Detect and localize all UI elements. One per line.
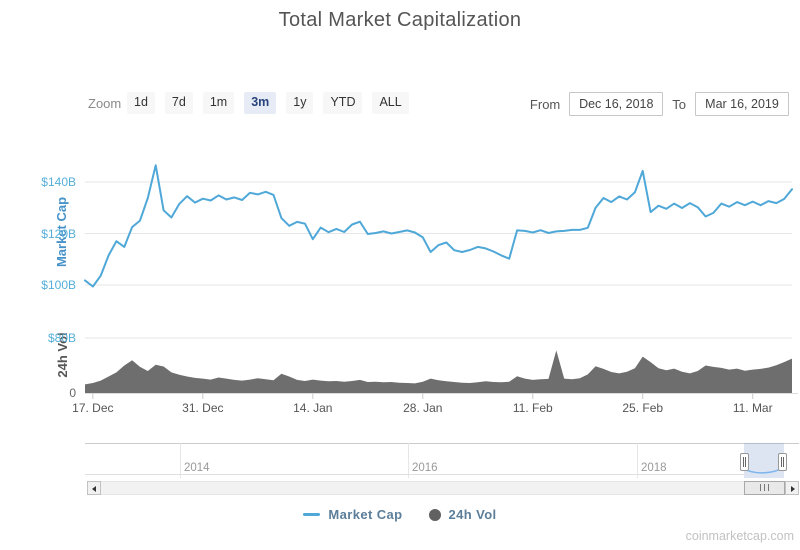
market-cap-series: [84, 164, 793, 288]
zoom-button-ytd[interactable]: YTD: [323, 92, 363, 114]
navigator-handle-right[interactable]: [778, 453, 787, 471]
navigator-year-label: 2014: [184, 462, 210, 474]
watermark: coinmarketcap.com: [685, 529, 794, 543]
navigator: 2014 2016 2018: [0, 443, 800, 478]
from-label: From: [529, 96, 561, 112]
chart-title: Total Market Capitalization: [278, 9, 522, 31]
navigator-border: [85, 443, 799, 444]
zoom-button-1m[interactable]: 1m: [202, 92, 235, 114]
legend-label: 24h Vol: [448, 507, 497, 522]
range-selector-buttons: 1d 7d 1m 3m 1y YTD ALL: [127, 92, 409, 114]
date-range-controls: From To: [530, 92, 789, 116]
navigator-gridline: [637, 443, 638, 478]
legend: Market Cap 24h Vol: [0, 507, 800, 522]
legend-label: Market Cap: [328, 507, 403, 522]
to-label: To: [672, 96, 686, 112]
line-marker-icon: [303, 513, 321, 516]
left-triangle-icon: [92, 486, 96, 492]
circle-marker-icon: [428, 508, 441, 521]
volume-series: [85, 350, 792, 393]
zoom-button-7d[interactable]: 7d: [164, 92, 193, 114]
right-triangle-icon: [791, 486, 795, 492]
navigator-year-label: 2016: [412, 462, 438, 474]
navigator-gridline: [180, 443, 181, 478]
y-axis-title-market-cap: Market Cap: [54, 196, 69, 268]
scrollbar-right-arrow[interactable]: [785, 481, 799, 495]
legend-item-24h-vol[interactable]: 24h Vol: [428, 507, 497, 522]
from-date-input[interactable]: [569, 92, 664, 116]
scrollbar-thumb[interactable]: [744, 481, 785, 495]
to-date-input[interactable]: [695, 92, 789, 116]
navigator-year-label: 2018: [641, 462, 667, 474]
navigator-handle-left[interactable]: [740, 453, 749, 471]
zoom-button-1y[interactable]: 1y: [286, 92, 314, 114]
legend-item-market-cap[interactable]: Market Cap: [303, 507, 402, 522]
navigator-series-baseline: [85, 474, 744, 475]
scrollbar: [0, 481, 800, 495]
zoom-button-3m[interactable]: 3m: [244, 92, 277, 114]
zoom-button-1d[interactable]: 1d: [127, 92, 155, 114]
scrollbar-track[interactable]: [87, 481, 799, 495]
zoom-label: Zoom: [88, 96, 122, 111]
zoom-button-all[interactable]: ALL: [372, 92, 409, 114]
grip-icon: [760, 484, 769, 491]
y-axis-title-24h-vol: 24h Vol: [55, 332, 70, 378]
scrollbar-left-arrow[interactable]: [87, 481, 101, 495]
navigator-gridline: [408, 443, 409, 478]
